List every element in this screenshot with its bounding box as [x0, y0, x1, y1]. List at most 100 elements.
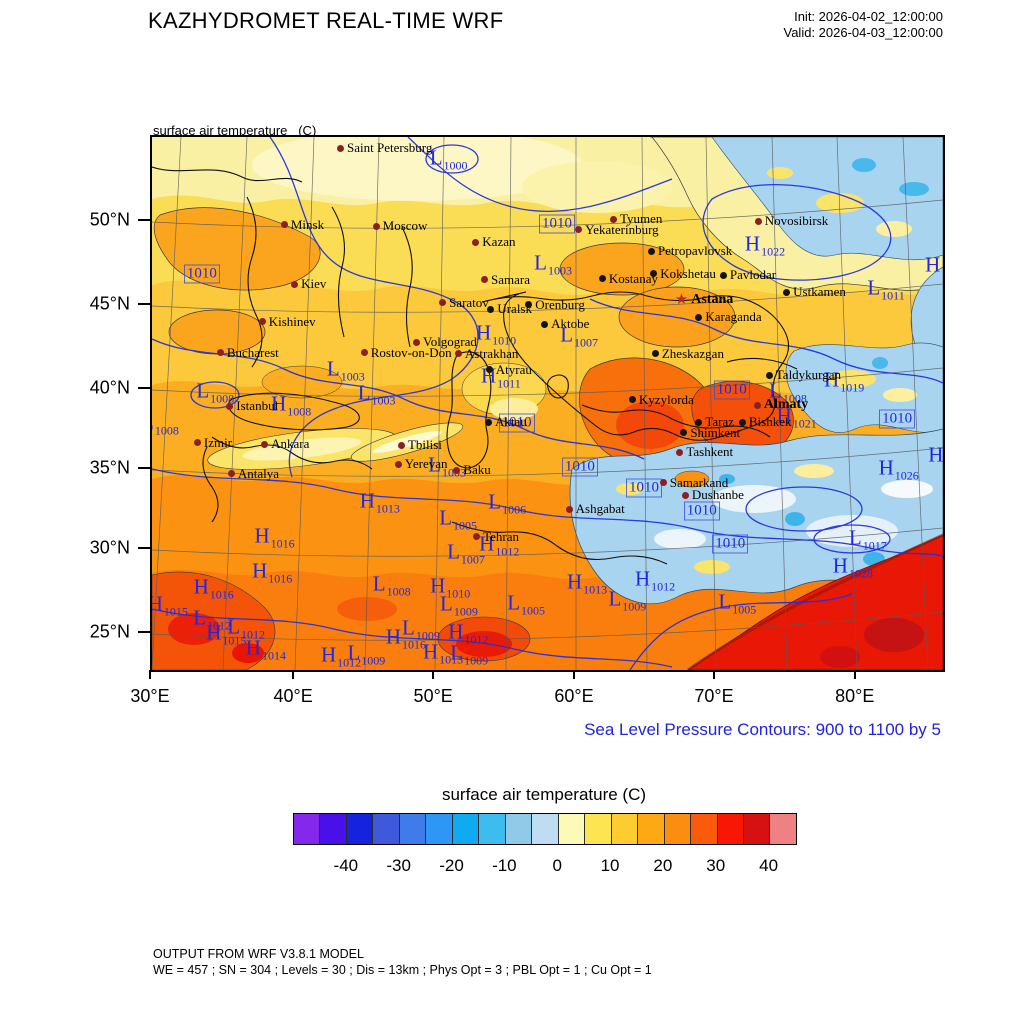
pressure-letter: L: [193, 605, 207, 630]
city-volgograd: Volgograd: [412, 334, 477, 350]
city-label: Tbilisi: [407, 437, 442, 453]
pressure-value: 1011: [497, 376, 521, 391]
pressure-center-label: H1016: [385, 624, 426, 651]
pressure-center-label: H1019: [824, 367, 864, 394]
city-label: Taraz: [705, 414, 735, 430]
city-ashgabat: Ashgabat: [565, 501, 625, 517]
city-kyzylorda: Kyzylorda: [628, 391, 694, 408]
lon-axis-tick: [853, 670, 856, 679]
city-saint-petersburg: Saint Petersburg: [337, 140, 432, 156]
pressure-letter: H: [832, 553, 848, 578]
contour-value-label: 1010: [561, 457, 598, 477]
city-yekaterinburg: Yekaterinburg: [575, 222, 659, 238]
city-label: Baku: [463, 462, 491, 478]
city-izmir: Izmir: [193, 435, 232, 451]
city-dot-icon: [453, 466, 461, 474]
city-label: Antalya: [237, 465, 280, 481]
pressure-letter: L: [439, 591, 453, 616]
lon-axis-label: 50°E: [413, 686, 453, 706]
pressure-center-label: L1012: [227, 614, 266, 642]
city-dot-icon: [575, 226, 583, 234]
colorbar-cell: [373, 814, 400, 844]
city-label: Shimkent: [690, 424, 741, 440]
city-label: Astana: [691, 292, 734, 308]
pressure-center-label: L1005: [439, 505, 477, 532]
city-dot-icon: [261, 440, 269, 448]
city-dot-icon: [738, 418, 746, 426]
lat-axis-tick: [138, 630, 150, 633]
city-dot-icon: [372, 222, 380, 230]
pressure-center-label: H1028: [832, 553, 873, 580]
city-kostanay: Kostanay: [598, 271, 658, 287]
city-dot-icon: [765, 371, 773, 379]
pressure-value: 1013: [583, 582, 608, 597]
city-dot-icon: [280, 221, 288, 229]
city-label: Kyzylorda: [638, 391, 694, 407]
pressure-value: 1008: [287, 404, 312, 419]
city-label: Novosibirsk: [764, 213, 829, 229]
pressure-value: 1009: [415, 628, 440, 643]
pressure-letter: H: [744, 231, 761, 256]
pressure-value: 1003: [340, 369, 365, 384]
pressure-value: 1012: [495, 543, 520, 558]
pressure-value: 1005: [732, 602, 757, 617]
pressure-value: 1008: [154, 423, 179, 437]
colorbar-cell: [294, 814, 321, 844]
pressure-letter: L: [718, 589, 732, 614]
colorbar-cell: [452, 814, 480, 844]
city-taraz: Taraz: [695, 414, 734, 430]
pressure-letter: H: [271, 391, 287, 416]
pressure-letter: H: [320, 642, 337, 667]
valid-time-label: Valid: 2026-04-03_12:00:00: [783, 25, 944, 40]
pressure-letter: H: [385, 624, 401, 649]
city-antalya: Antalya: [227, 465, 280, 482]
city-label: Kazan: [482, 234, 516, 249]
pressure-center-label: H1013: [566, 569, 608, 597]
lat-axis-label: 30°N: [89, 537, 130, 558]
pressure-center-label: H1012: [320, 642, 361, 669]
city-saratov: Saratov: [439, 295, 489, 311]
city-label: Astrakhan: [464, 345, 519, 361]
city-orenburg: Orenburg: [525, 297, 585, 313]
pressure-letter: L: [507, 590, 521, 615]
lat-axis-label: 50°N: [89, 209, 130, 230]
pressure-letter: L: [227, 614, 241, 639]
pressure-center-label: H1010: [476, 320, 516, 347]
colorbar-tick-label: 40: [759, 856, 779, 875]
pressure-center-label: H1026: [879, 455, 919, 482]
city-label: Moscow: [382, 218, 428, 233]
pressure-letter: H: [566, 569, 583, 594]
colorbar-cell: [399, 814, 427, 844]
pressure-center-label: L1011: [867, 275, 904, 302]
city-label: Rostov-on-Don: [370, 344, 452, 360]
city-label: Dushanbe: [691, 487, 744, 503]
pressure-center-label: H1012: [448, 619, 488, 646]
pressure-value: 1016: [209, 587, 234, 602]
pressure-center-label: L1007: [447, 538, 485, 566]
city-dot-icon: [650, 270, 658, 278]
city-dot-icon: [783, 288, 791, 296]
colorbar-tick-labels: -40 -30 -20 -10 0 10 20 30 40: [293, 856, 795, 882]
pressure-value: 1013: [375, 501, 400, 516]
pressure-letter: L: [450, 640, 464, 665]
colorbar-tick-label: 10: [600, 856, 620, 875]
pressure-value: 1012: [241, 627, 266, 642]
pressure-value: 1012: [207, 618, 232, 633]
pressure-center-label: L1008: [196, 378, 234, 405]
pressure-value: 1016: [268, 571, 293, 586]
colorbar-tick-label: -30: [386, 856, 411, 875]
pressure-letter: L: [447, 538, 460, 563]
city-dot-icon: [226, 402, 234, 410]
city-dot-icon: [487, 305, 495, 313]
colorbar-cell: [505, 814, 533, 844]
contour-value-label: 1010: [498, 413, 535, 433]
colorbar-tick-label: -10: [492, 856, 517, 875]
pressure-center-label: H1015: [152, 591, 188, 618]
colorbar-cell: [346, 814, 374, 844]
city-aktau: Aktau: [484, 414, 527, 430]
city-dot-icon: [193, 439, 201, 447]
city-label: Petropavlovsk: [657, 243, 733, 259]
city-label: Yekaterinburg: [585, 221, 659, 237]
city-label: Zheskazgan: [661, 345, 724, 361]
